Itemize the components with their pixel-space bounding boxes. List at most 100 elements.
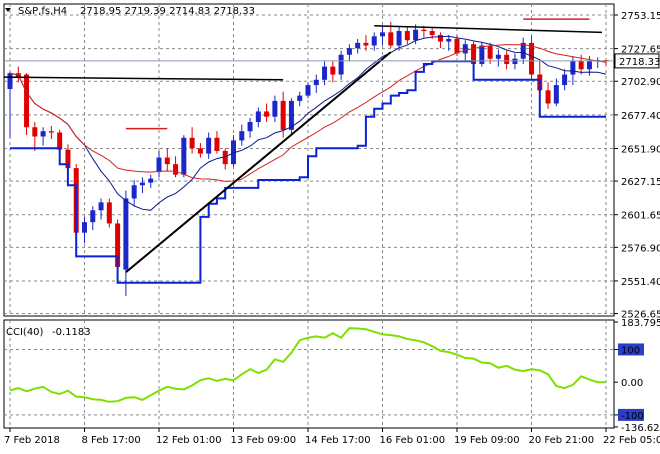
candle-body xyxy=(545,90,551,104)
candle-body xyxy=(231,140,236,165)
cci-line xyxy=(9,327,606,403)
cci-tick-label: -100 xyxy=(621,411,644,422)
price-tick-label: 2551.40 xyxy=(621,277,660,288)
resistance-line xyxy=(3,76,284,81)
candle-body xyxy=(553,85,559,104)
cci-tick-label: -136.6294 xyxy=(621,423,660,434)
candle-body xyxy=(371,36,377,46)
price-tick-label: 2753.15 xyxy=(621,11,660,22)
candle-body xyxy=(247,121,253,132)
candle-body xyxy=(529,42,534,75)
candle-body xyxy=(156,157,162,173)
candle-body xyxy=(570,61,576,75)
candle-body xyxy=(454,38,460,54)
candle-body xyxy=(504,54,510,64)
candle-body xyxy=(40,131,46,137)
candle-body xyxy=(562,74,568,86)
current-price-tag xyxy=(614,53,660,69)
candle-body xyxy=(214,137,220,151)
moving-average-slow xyxy=(9,44,607,182)
trailing-stop-line xyxy=(10,60,606,284)
candle-body xyxy=(471,44,477,64)
cci-tick-label: 0.00 xyxy=(621,378,643,389)
time-tick-label: 13 Feb 09:00 xyxy=(231,435,297,446)
candle-body xyxy=(197,148,203,154)
candle-body xyxy=(131,185,137,199)
price-tick-label: 2576.90 xyxy=(621,243,660,254)
candle-body xyxy=(98,202,104,211)
cci-name: CCI(40) xyxy=(6,327,44,338)
ohlc-readout: 2718.95 2719.39 2714.83 2718.33 xyxy=(80,6,255,17)
candle-body xyxy=(123,198,129,270)
trend-line xyxy=(125,51,392,274)
cci-level-tag xyxy=(618,408,644,421)
candle-body xyxy=(181,137,187,175)
price-tick-label: 2601.65 xyxy=(621,211,660,222)
candle-body xyxy=(520,42,526,59)
candle-body xyxy=(578,61,584,70)
candle-body xyxy=(313,79,319,86)
candle-body xyxy=(24,74,30,128)
candle-body xyxy=(106,202,112,224)
cci-value: -0.1183 xyxy=(52,327,91,338)
cci-header: CCI(40) -0.1183 xyxy=(6,327,91,338)
time-tick-label: 16 Feb 01:00 xyxy=(380,435,446,446)
candle-body xyxy=(363,42,369,46)
candle-body xyxy=(288,100,294,130)
current-price-label: 2718.33 xyxy=(619,57,660,68)
cci-tick-label: 183.7958 xyxy=(621,318,660,329)
price-tick-label: 2526.65 xyxy=(621,310,660,321)
price-tick-label: 2651.90 xyxy=(621,144,660,155)
candle-body xyxy=(413,29,419,41)
time-tick-label: 22 Feb 05:00 xyxy=(603,435,660,446)
candle-body xyxy=(446,38,452,42)
chart-header: S&P,fs,H4 2718.95 2719.39 2714.83 2718.3… xyxy=(5,6,255,17)
candle-body xyxy=(139,182,145,186)
candle-body xyxy=(82,222,87,233)
candle-body xyxy=(322,66,328,80)
candle-body xyxy=(305,85,311,96)
cci-level-tag xyxy=(618,343,644,356)
candle-body xyxy=(338,54,344,75)
price-tick-label: 2677.40 xyxy=(621,111,660,122)
candle-body xyxy=(189,137,195,149)
candle-body xyxy=(164,157,170,165)
candle-body xyxy=(48,131,54,133)
candle-body xyxy=(206,137,212,154)
indicator-overlays xyxy=(3,18,614,284)
candle-body xyxy=(239,131,245,141)
candle-body xyxy=(355,42,361,49)
candle-body xyxy=(404,31,410,41)
candle-body xyxy=(396,31,402,46)
candle-body xyxy=(264,111,270,117)
cci-tick-label: 100 xyxy=(621,345,640,356)
candlestick-series xyxy=(7,21,609,296)
candle-body xyxy=(429,31,435,35)
candle-body xyxy=(330,66,336,75)
candle-body xyxy=(437,34,443,42)
candle-body xyxy=(65,149,71,169)
time-tick-label: 12 Feb 01:00 xyxy=(156,435,222,446)
grid-lines xyxy=(3,3,615,429)
candle-body xyxy=(280,100,286,130)
price-tick-label: 2727.65 xyxy=(621,45,660,56)
candle-body xyxy=(487,45,493,59)
price-tick-label: 2702.90 xyxy=(621,77,660,88)
price-tick-label: 2627.15 xyxy=(621,177,660,188)
price-panel-frame xyxy=(3,3,615,317)
time-axis: 7 Feb 2018 8 Feb 17:00 12 Feb 01:00 13 Feb … xyxy=(4,428,660,446)
candle-body xyxy=(32,127,38,137)
moving-average-fast xyxy=(9,35,607,211)
candle-body xyxy=(479,45,485,64)
candle-body xyxy=(7,73,13,90)
resistance-line-upper xyxy=(374,24,603,34)
time-tick-label: 14 Feb 17:00 xyxy=(305,435,371,446)
candle-body xyxy=(495,54,501,59)
candle-body xyxy=(90,210,96,223)
chevron-down-icon[interactable] xyxy=(5,8,11,12)
candle-body xyxy=(586,61,592,70)
candle-body xyxy=(462,44,468,54)
candle-body xyxy=(297,95,303,101)
time-tick-label: 19 Feb 09:00 xyxy=(454,435,520,446)
